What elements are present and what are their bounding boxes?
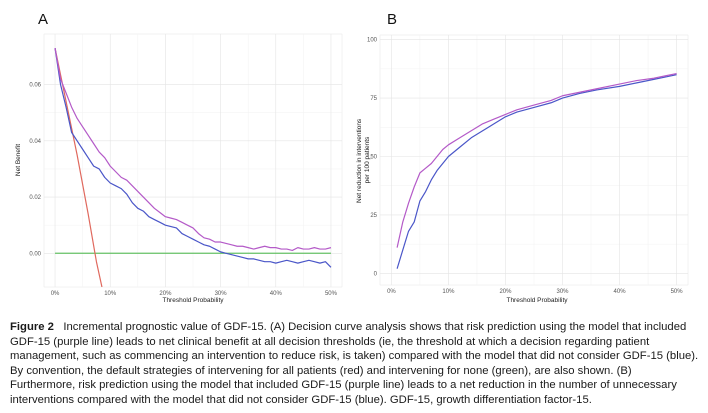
panel-b-gridlines — [380, 35, 688, 285]
panel-b-x-tick-label: 40% — [614, 289, 627, 295]
panel-b-y-tick-label: 50 — [370, 154, 377, 160]
panel-a-x-tick-label: 50% — [325, 291, 338, 297]
panel-b-x-tick-label: 50% — [671, 289, 684, 295]
panel-a-series-model-without-gdf-15 — [54, 47, 332, 268]
panel-b-y-tick-label: 75 — [370, 96, 377, 102]
panel-b-y-axis-title-line-1: Net reduction in interventions — [356, 118, 363, 203]
panel-b-y-tick-label: 100 — [367, 38, 378, 44]
figure-caption-text: Incremental prognostic value of GDF-15. … — [10, 321, 699, 406]
panel-b-x-tick-label: 0% — [387, 289, 396, 295]
panel-a-gridlines — [44, 34, 342, 287]
panel-a-x-tick-label: 40% — [270, 291, 283, 297]
panel-a-y-tick-label: 0.04 — [29, 139, 41, 145]
panel-a: A 0% 10% 20% 30% 40% 50% 0.00 0.02 0.04 0.06 Thre… — [15, 11, 343, 304]
panel-a-y-axis-title: Net Benefit — [15, 144, 22, 176]
panel-a-series — [54, 47, 332, 287]
panel-a-x-tick-label: 20% — [159, 291, 172, 297]
figure-caption: Figure 2 Incremental prognostic value of… — [10, 320, 700, 408]
panel-a-series-intervene-for-all — [54, 47, 103, 287]
panel-b-y-axis-title: Net reduction in interventions per 100 p… — [356, 117, 371, 203]
panel-b-x-tick-label: 30% — [557, 289, 570, 295]
panel-b-x-tick-label: 10% — [442, 289, 455, 295]
panel-b-ticks: 0% 10% 20% 30% 40% 50% 0 25 50 75 100 — [367, 38, 683, 295]
panel-a-x-tick-label: 0% — [51, 291, 60, 297]
panel-a-y-tick-label: 0.00 — [29, 251, 41, 257]
panel-a-x-tick-label: 10% — [104, 291, 117, 297]
panel-a-series-model-with-gdf-15 — [54, 47, 332, 252]
panel-a-x-tick-label: 30% — [215, 291, 228, 297]
panel-b-x-tick-label: 20% — [499, 289, 512, 295]
panel-a-ticks: 0% 10% 20% 30% 40% 50% 0.00 0.02 0.04 0.06 — [29, 83, 337, 297]
panel-b-y-tick-label: 25 — [370, 213, 377, 219]
panel-b-y-axis-title-line-2: per 100 patients — [364, 136, 371, 183]
panel-b-series — [396, 72, 677, 269]
panel-a-letter: A — [38, 11, 48, 28]
panel-a-y-tick-label: 0.02 — [29, 195, 41, 201]
panel-b-letter: B — [387, 11, 397, 28]
panel-b-x-axis-title: Threshold Probability — [506, 297, 568, 304]
panel-a-y-tick-label: 0.06 — [29, 83, 41, 89]
figure-caption-label: Figure 2 — [10, 321, 54, 333]
panel-b: B 0% 10% 20% 30% 40% 50% 0 25 50 75 100 Threshold … — [356, 11, 689, 304]
panel-b-series-model-without-gdf-15 — [396, 74, 677, 269]
panel-b-series-model-with-gdf-15 — [396, 72, 677, 248]
panel-a-x-axis-title: Threshold Probability — [162, 297, 224, 304]
panel-b-y-tick-label: 0 — [374, 271, 378, 277]
